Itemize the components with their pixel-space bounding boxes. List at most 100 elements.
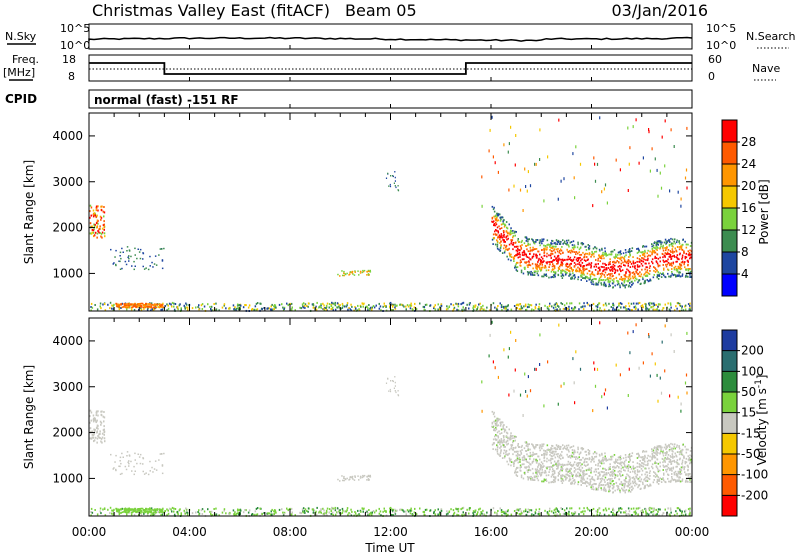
range-cell <box>343 305 346 308</box>
range-cell <box>562 251 564 254</box>
range-cell <box>486 306 488 309</box>
range-cell <box>128 455 131 457</box>
range-cell <box>445 513 448 516</box>
range-cell <box>663 446 666 449</box>
range-cell <box>648 467 650 470</box>
range-cell <box>643 255 646 258</box>
range-cell <box>612 261 614 263</box>
range-cell <box>519 469 521 472</box>
range-cell <box>336 507 339 510</box>
range-cell <box>628 284 630 287</box>
range-cell <box>410 304 413 307</box>
range-cell <box>315 510 317 513</box>
range-cell <box>492 448 494 450</box>
range-cell <box>581 262 584 264</box>
range-cell <box>587 482 589 484</box>
range-cell <box>680 469 682 471</box>
range-cell <box>185 303 188 306</box>
range-cell <box>580 279 582 281</box>
range-cell <box>126 303 129 306</box>
range-cell <box>588 468 590 471</box>
range-cell <box>594 456 596 458</box>
range-cell <box>541 238 543 241</box>
range-cell <box>582 482 584 484</box>
range-cell <box>511 444 514 446</box>
range-cell <box>668 238 670 241</box>
range-cell <box>566 268 568 271</box>
range-cell <box>116 304 119 307</box>
range-cell <box>560 480 563 482</box>
range-cell <box>532 255 535 258</box>
range-cell <box>646 274 648 277</box>
range-cell <box>684 462 687 465</box>
range-cell <box>551 450 554 453</box>
range-cell <box>93 440 95 443</box>
range-cell <box>593 265 595 268</box>
range-cell <box>619 489 621 492</box>
range-cell <box>620 257 622 260</box>
range-cell <box>578 263 581 266</box>
range-cell <box>598 248 601 251</box>
range-cell <box>629 479 631 482</box>
range-cell <box>497 435 499 438</box>
range-cell <box>130 460 132 463</box>
range-cell <box>684 176 687 180</box>
range-cell <box>606 479 609 481</box>
range-cell <box>115 249 117 252</box>
range-cell <box>139 306 142 308</box>
range-cell <box>394 508 396 511</box>
range-cell <box>515 266 518 269</box>
range-cell <box>539 458 541 461</box>
range-cell <box>613 264 616 267</box>
range-cell <box>357 475 359 477</box>
colorbar-swatch <box>722 142 737 165</box>
range-cell <box>654 255 656 258</box>
range-cell <box>687 448 689 451</box>
range-cell <box>605 264 607 266</box>
range-cell <box>362 508 364 511</box>
range-cell <box>312 303 314 306</box>
range-cell <box>572 456 574 458</box>
range-cell <box>591 271 593 274</box>
range-cell <box>529 249 532 252</box>
range-cell <box>540 266 543 269</box>
range-cell <box>641 254 644 256</box>
range-cell <box>566 473 568 476</box>
range-cell <box>496 214 499 216</box>
range-cell <box>605 489 607 492</box>
range-cell <box>646 474 649 477</box>
range-cell <box>632 461 634 463</box>
range-cell <box>509 438 511 441</box>
range-cell <box>332 511 334 514</box>
range-cell <box>606 483 608 486</box>
range-cell <box>150 305 153 307</box>
range-cell <box>640 480 642 483</box>
range-cell <box>652 276 655 279</box>
range-cell <box>518 456 521 459</box>
range-cell <box>574 481 576 484</box>
range-cell <box>686 186 688 190</box>
range-cell <box>611 272 613 275</box>
range-cell <box>603 187 605 191</box>
range-cell <box>393 387 395 389</box>
range-cell <box>468 512 470 515</box>
range-cell <box>548 261 551 263</box>
range-cell <box>645 259 647 261</box>
range-cell <box>499 424 502 427</box>
range-cell <box>130 308 133 311</box>
range-cell <box>562 307 565 310</box>
range-cell <box>424 303 427 306</box>
range-cell <box>89 216 91 219</box>
range-cell <box>128 255 130 257</box>
range-cell <box>561 468 564 470</box>
range-cell <box>654 456 657 459</box>
range-cell <box>670 456 672 458</box>
range-cell <box>642 511 644 514</box>
range-cell <box>94 428 96 431</box>
range-cell <box>664 255 666 257</box>
range-cell <box>382 305 384 308</box>
range-cell <box>100 423 102 426</box>
range-cell <box>387 172 389 175</box>
range-cell <box>290 507 293 510</box>
range-cell <box>532 451 534 454</box>
